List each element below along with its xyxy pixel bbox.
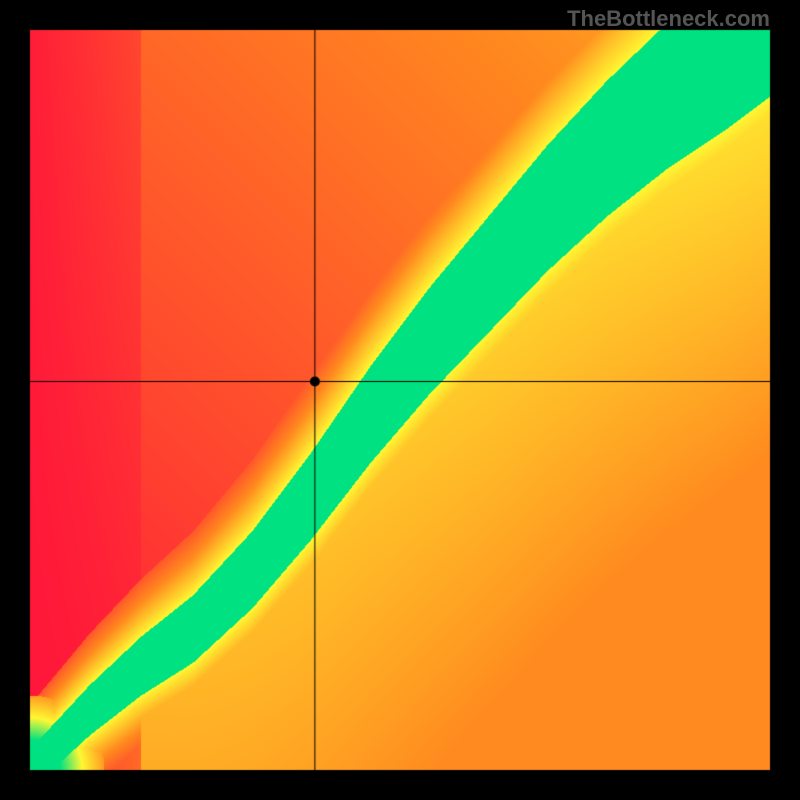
heatmap-canvas [0,0,800,800]
watermark-text: TheBottleneck.com [567,6,770,32]
chart-container: TheBottleneck.com [0,0,800,800]
